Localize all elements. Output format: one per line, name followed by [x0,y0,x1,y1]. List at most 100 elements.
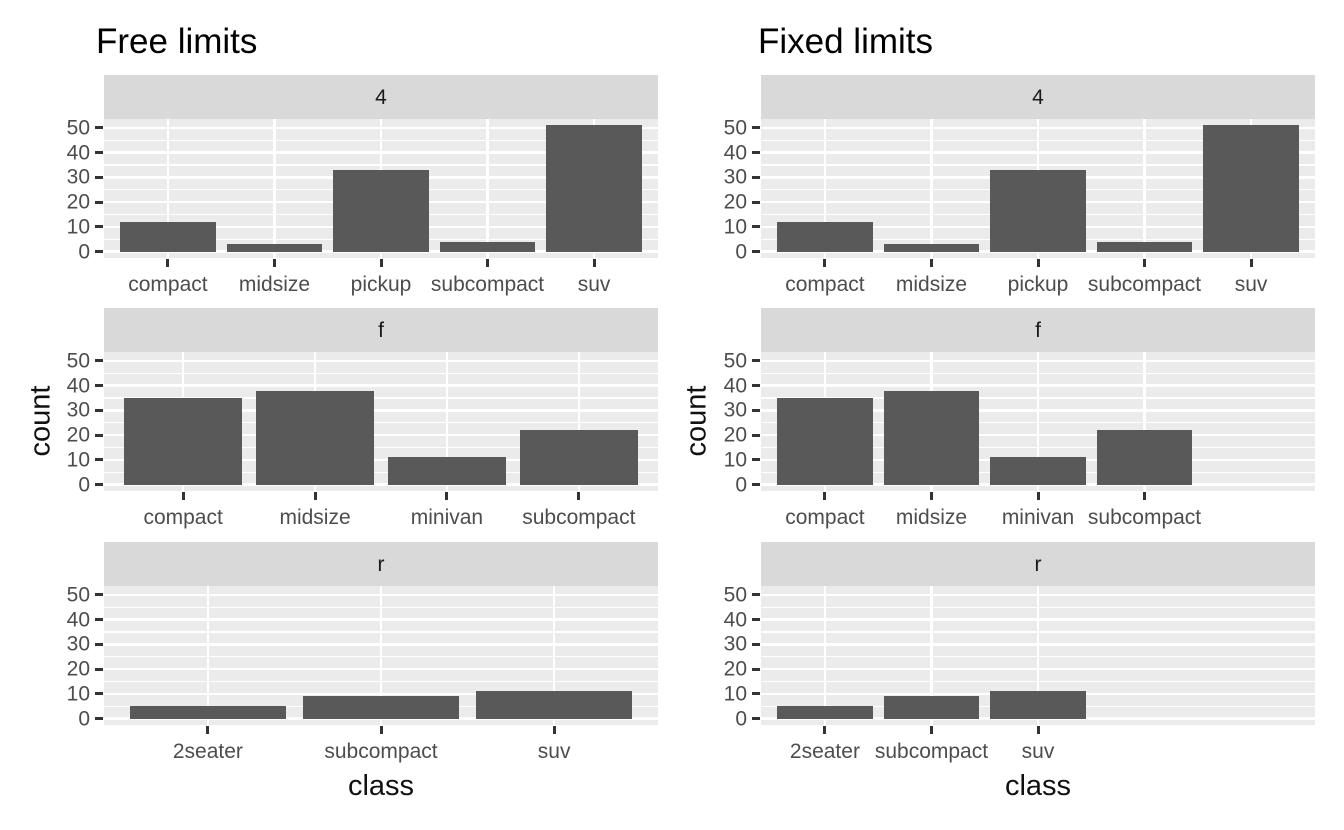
y-tick-mark [752,458,760,462]
gridline-major-x [577,352,581,491]
x-tick-mark [592,259,596,267]
facet-strip-label: r [1034,552,1042,576]
y-tick-mark [95,151,103,155]
gridline-major-x [1143,119,1146,258]
y-tick-mark [95,250,103,254]
y-tick-label: 10 [66,682,90,706]
x-tick-label: midsize [895,506,968,529]
y-tick-mark [752,408,760,412]
y-tick-mark [752,225,760,229]
y-tick-mark [752,642,760,646]
x-tick-label: subcompact [1087,273,1202,296]
gridline-major-y [104,483,658,486]
gridline-major-y [104,433,658,437]
y-tick-label: 50 [66,583,90,607]
y-tick-mark [95,225,103,229]
x-tick-label: suv [577,273,611,296]
y-tick-mark [95,126,103,130]
x-tick-label: compact [785,273,865,296]
x-tick-mark [823,726,827,734]
x-tick-mark [1036,259,1040,267]
y-tick-mark [95,458,103,462]
y-tick-label: 50 [66,349,90,373]
y-tick-mark [752,692,760,696]
x-tick-mark [577,492,581,500]
x-tick-mark [1036,726,1040,734]
gridline-major-x [552,586,556,725]
x-tick-label: 2seater [789,740,860,763]
y-tick-mark [95,384,103,388]
facet-panel [104,352,658,491]
y-tick-label: 20 [66,423,90,447]
facet-strip: f [761,308,1315,352]
y-tick-label: 10 [66,215,90,239]
x-tick-mark [1143,492,1147,500]
x-tick-mark [166,259,170,267]
bar-subcompact [883,696,980,719]
x-tick-mark [1249,259,1253,267]
gridline-minor-y [104,372,658,374]
y-tick-label: 10 [723,682,747,706]
x-tick-mark [823,492,827,500]
plot-title: Fixed limits [758,22,934,61]
y-tick-label: 0 [78,240,90,264]
x-tick-mark [486,259,490,267]
gridline-major-x [166,119,170,258]
y-tick-label: 20 [66,190,90,214]
gridline-major-x [823,586,827,725]
bar-subcompact [1096,430,1193,485]
y-tick-mark [95,433,103,437]
plot-fixed-limits: Fixed limits count class 4 compact midsize… [672,0,1344,830]
y-tick-label: 50 [66,116,90,140]
y-tick-label: 20 [723,423,747,447]
x-tick-mark [929,492,933,500]
y-tick-mark [752,359,760,363]
y-tick-label: 40 [66,141,90,165]
y-tick-label: 0 [735,473,747,497]
bar-subcompact [519,430,639,485]
x-tick-label: subcompact [522,506,636,529]
y-tick-label: 40 [66,374,90,398]
y-tick-mark [95,692,103,696]
gridline-major-x [273,119,276,258]
y-tick-label: 10 [723,215,747,239]
y-tick-label: 40 [723,608,747,632]
y-tick-mark [95,642,103,646]
x-tick-mark [929,726,933,734]
gridline-major-x [206,586,210,725]
y-tick-label: 10 [723,448,747,472]
gridline-major-x [1036,352,1040,491]
y-tick-label: 30 [66,398,90,422]
facet-strip: 4 [761,75,1315,119]
y-tick-label: 10 [66,448,90,472]
y-tick-label: 50 [723,583,747,607]
bar-compact [119,221,216,252]
y-tick-mark [752,717,760,721]
y-tick-label: 30 [66,165,90,189]
facet-strip-label: f [1035,318,1041,342]
bar-minivan [990,457,1086,485]
y-tick-label: 20 [66,657,90,681]
x-tick-label: pickup [1007,273,1069,296]
x-tick-label: suv [537,740,571,763]
x-tick-mark [313,492,317,500]
y-tick-mark [752,126,760,130]
bar-compact [123,397,243,485]
x-tick-mark [379,259,383,267]
y-tick-mark [752,483,760,487]
y-tick-mark [95,408,103,412]
y-tick-label: 0 [735,240,747,264]
y-tick-label: 20 [723,190,747,214]
y-tick-mark [752,593,760,597]
y-tick-label: 0 [735,707,747,731]
bar-pickup [333,169,429,252]
bar-suv [476,691,633,719]
x-tick-label: subcompact [1087,506,1202,529]
bar-suv [990,691,1086,719]
x-tick-mark [552,726,556,734]
gridline-major-x [930,586,933,725]
x-tick-label: suv [1234,273,1268,296]
x-axis-title: class [1004,770,1072,802]
x-tick-mark [272,259,276,267]
y-tick-label: 40 [723,374,747,398]
